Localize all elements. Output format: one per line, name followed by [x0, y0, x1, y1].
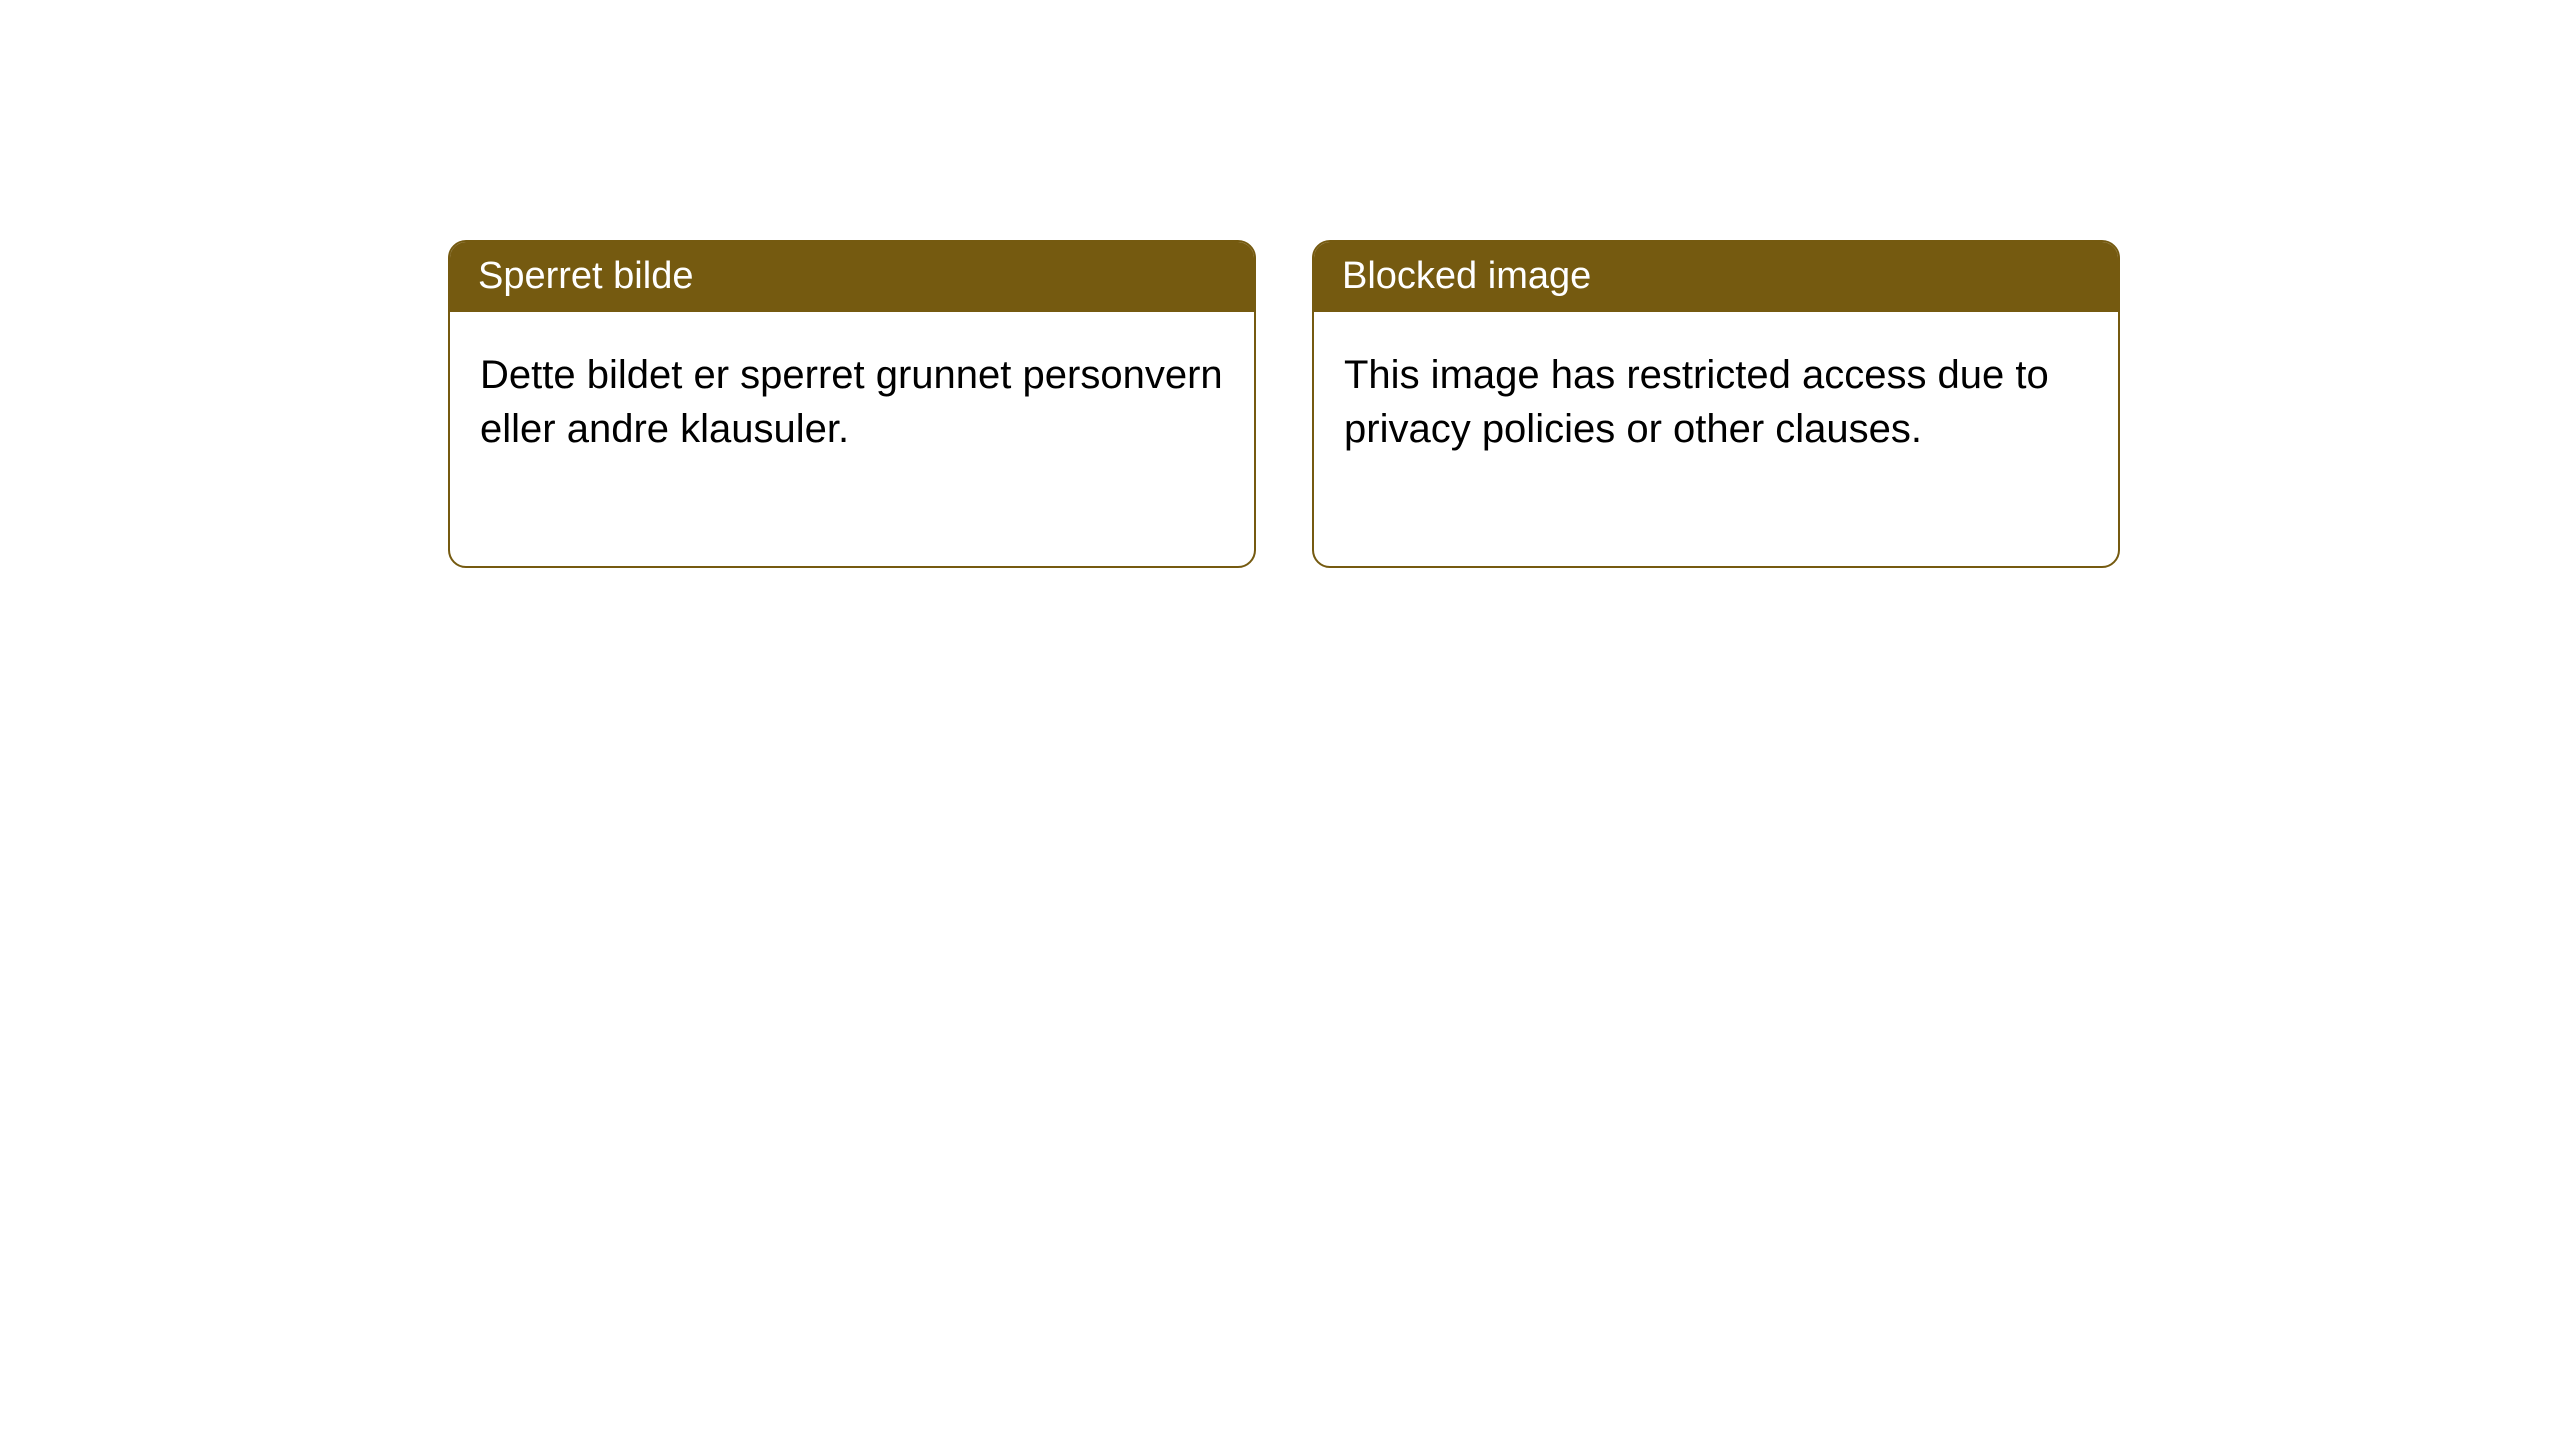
card-header: Blocked image — [1314, 242, 2118, 312]
card-body: Dette bildet er sperret grunnet personve… — [450, 312, 1254, 566]
card-title: Sperret bilde — [478, 255, 693, 297]
card-body: This image has restricted access due to … — [1314, 312, 2118, 566]
card-header: Sperret bilde — [450, 242, 1254, 312]
card-body-text: Dette bildet er sperret grunnet personve… — [480, 353, 1223, 451]
blocked-image-card-no: Sperret bilde Dette bildet er sperret gr… — [448, 240, 1256, 568]
blocked-image-card-en: Blocked image This image has restricted … — [1312, 240, 2120, 568]
card-body-text: This image has restricted access due to … — [1344, 353, 2049, 451]
card-title: Blocked image — [1342, 255, 1591, 297]
card-container: Sperret bilde Dette bildet er sperret gr… — [0, 0, 2560, 568]
